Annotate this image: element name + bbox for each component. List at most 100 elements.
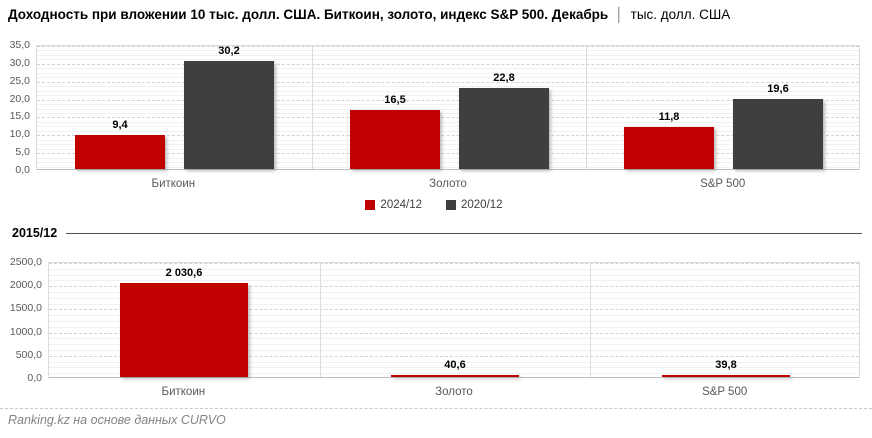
gridline-minor [37, 86, 859, 88]
bottom-bar-chart: 2 030,6 40,6 39,8 0,0 500,0 1000,0 1500,0 2000,… [8, 255, 860, 408]
bar-2020/12 [459, 88, 549, 169]
gridline-minor [49, 361, 859, 363]
gridline-major [49, 309, 859, 311]
gridline-minor [49, 326, 859, 328]
gridline-minor [37, 139, 859, 141]
gridline-minor [37, 104, 859, 106]
category-label: S&P 500 [702, 386, 748, 398]
gridline-minor [37, 77, 859, 79]
gridline-minor [37, 59, 859, 61]
gridline-minor [49, 303, 859, 305]
gridline-minor [49, 280, 859, 282]
gridline-major [37, 46, 859, 47]
legend-label: 2020/12 [461, 199, 503, 211]
gridline-major [49, 355, 859, 357]
legend: 2024/12 2020/12 [8, 197, 860, 215]
y-axis-tick-label: 1500,0 [9, 302, 42, 315]
title-main: Доходность при вложении 10 тыс. долл. СШ… [8, 7, 609, 22]
gridline-minor [49, 367, 859, 369]
y-axis-tick-label: 25,0 [9, 74, 30, 87]
bar-2015/12 [120, 283, 248, 377]
gridline-minor [49, 350, 859, 351]
gridline-minor [49, 373, 859, 375]
y-axis-tick-label: 0,0 [15, 164, 30, 176]
footer-credit: Ranking.kz на основе данных CURVO [8, 413, 226, 427]
bar-value-label: 2 030,6 [165, 267, 203, 279]
gridline-minor [37, 108, 859, 110]
bar-value-label: 9,4 [112, 119, 128, 131]
y-axis-tick-label: 20,0 [9, 92, 30, 105]
gridline-minor [37, 166, 859, 168]
category-separator [320, 263, 321, 377]
gridline-minor [49, 274, 859, 276]
section-2015-row: 2015/12 [8, 226, 862, 240]
y-axis-tick-label: 35,0 [9, 39, 30, 51]
legend-swatch-2024/12 [365, 200, 376, 210]
bar-value-label: 22,8 [493, 72, 515, 84]
legend-item: 2024/12 [365, 199, 422, 211]
gridline-minor [37, 157, 859, 159]
gridline-major [37, 63, 859, 65]
bar-value-label: 19,6 [767, 83, 789, 95]
category-label: Биткоин [161, 386, 206, 398]
bar-value-label: 40,6 [444, 359, 466, 371]
gridline-minor [37, 144, 859, 146]
bar-2024/12 [75, 135, 165, 169]
plot-area: 9,4 30,2 16,5 22,8 11,8 19,6 [36, 45, 860, 170]
section-label: 2015/12 [12, 226, 58, 240]
title-separator: │ [615, 7, 624, 22]
legend-swatch-2020/12 [446, 200, 456, 210]
gridline-major [49, 263, 859, 264]
y-axis-tick-label: 2000,0 [9, 279, 42, 292]
gridline-major [37, 135, 859, 137]
page-title: Доходность при вложении 10 тыс. долл. СШ… [8, 7, 730, 22]
gridline-major [37, 117, 859, 119]
gridline-minor [37, 95, 859, 97]
bar-value-label: 16,5 [384, 94, 406, 106]
y-axis-tick-label: 2500,0 [9, 256, 42, 268]
plot-area: 2 030,6 40,6 39,8 [48, 262, 860, 378]
gridline-minor [49, 344, 859, 346]
gridline-minor [49, 297, 859, 299]
bar-2015/12 [662, 375, 790, 377]
gridline-minor [49, 321, 859, 322]
gridline-major [49, 286, 859, 288]
y-axis-tick-label: 0,0 [27, 372, 42, 384]
category-separator [590, 263, 591, 377]
top-grouped-bar-chart: 9,4 30,2 16,5 22,8 11,8 19,6 0,0 5,0 10,0 15,0 20,… [8, 38, 860, 200]
footer-divider [0, 408, 872, 409]
gridline-minor [49, 292, 859, 293]
y-axis-tick-label: 1000,0 [9, 325, 42, 338]
gridline-major [37, 99, 859, 101]
gridline-minor [37, 54, 859, 56]
bar-2024/12 [624, 127, 714, 169]
bar-value-label: 39,8 [715, 359, 737, 371]
gridline-minor [37, 121, 859, 123]
title-unit: тыс. долл. США [630, 7, 731, 22]
y-axis-tick-label: 500,0 [15, 348, 42, 361]
legend-label: 2024/12 [380, 199, 422, 211]
category-label: Золото [429, 178, 467, 190]
gridline-minor [37, 126, 859, 128]
category-label: Золото [435, 386, 473, 398]
gridline-minor [37, 130, 859, 132]
gridline-minor [37, 50, 859, 52]
gridline-minor [37, 112, 859, 114]
bar-value-label: 11,8 [658, 111, 680, 123]
y-axis-tick-label: 10,0 [9, 128, 30, 141]
gridline-major [49, 332, 859, 334]
gridline-major [37, 81, 859, 83]
legend-item: 2020/12 [446, 199, 503, 211]
gridline-minor [37, 68, 859, 70]
bar-2015/12 [391, 375, 519, 377]
category-label: Биткоин [151, 178, 196, 190]
gridline-minor [49, 338, 859, 340]
y-axis-tick-label: 30,0 [9, 56, 30, 69]
section-rule [66, 232, 862, 234]
gridline-minor [49, 268, 859, 270]
gridline-minor [37, 148, 859, 150]
y-axis-tick-label: 5,0 [15, 146, 30, 159]
category-separator [586, 46, 587, 169]
gridline-minor [37, 162, 859, 164]
